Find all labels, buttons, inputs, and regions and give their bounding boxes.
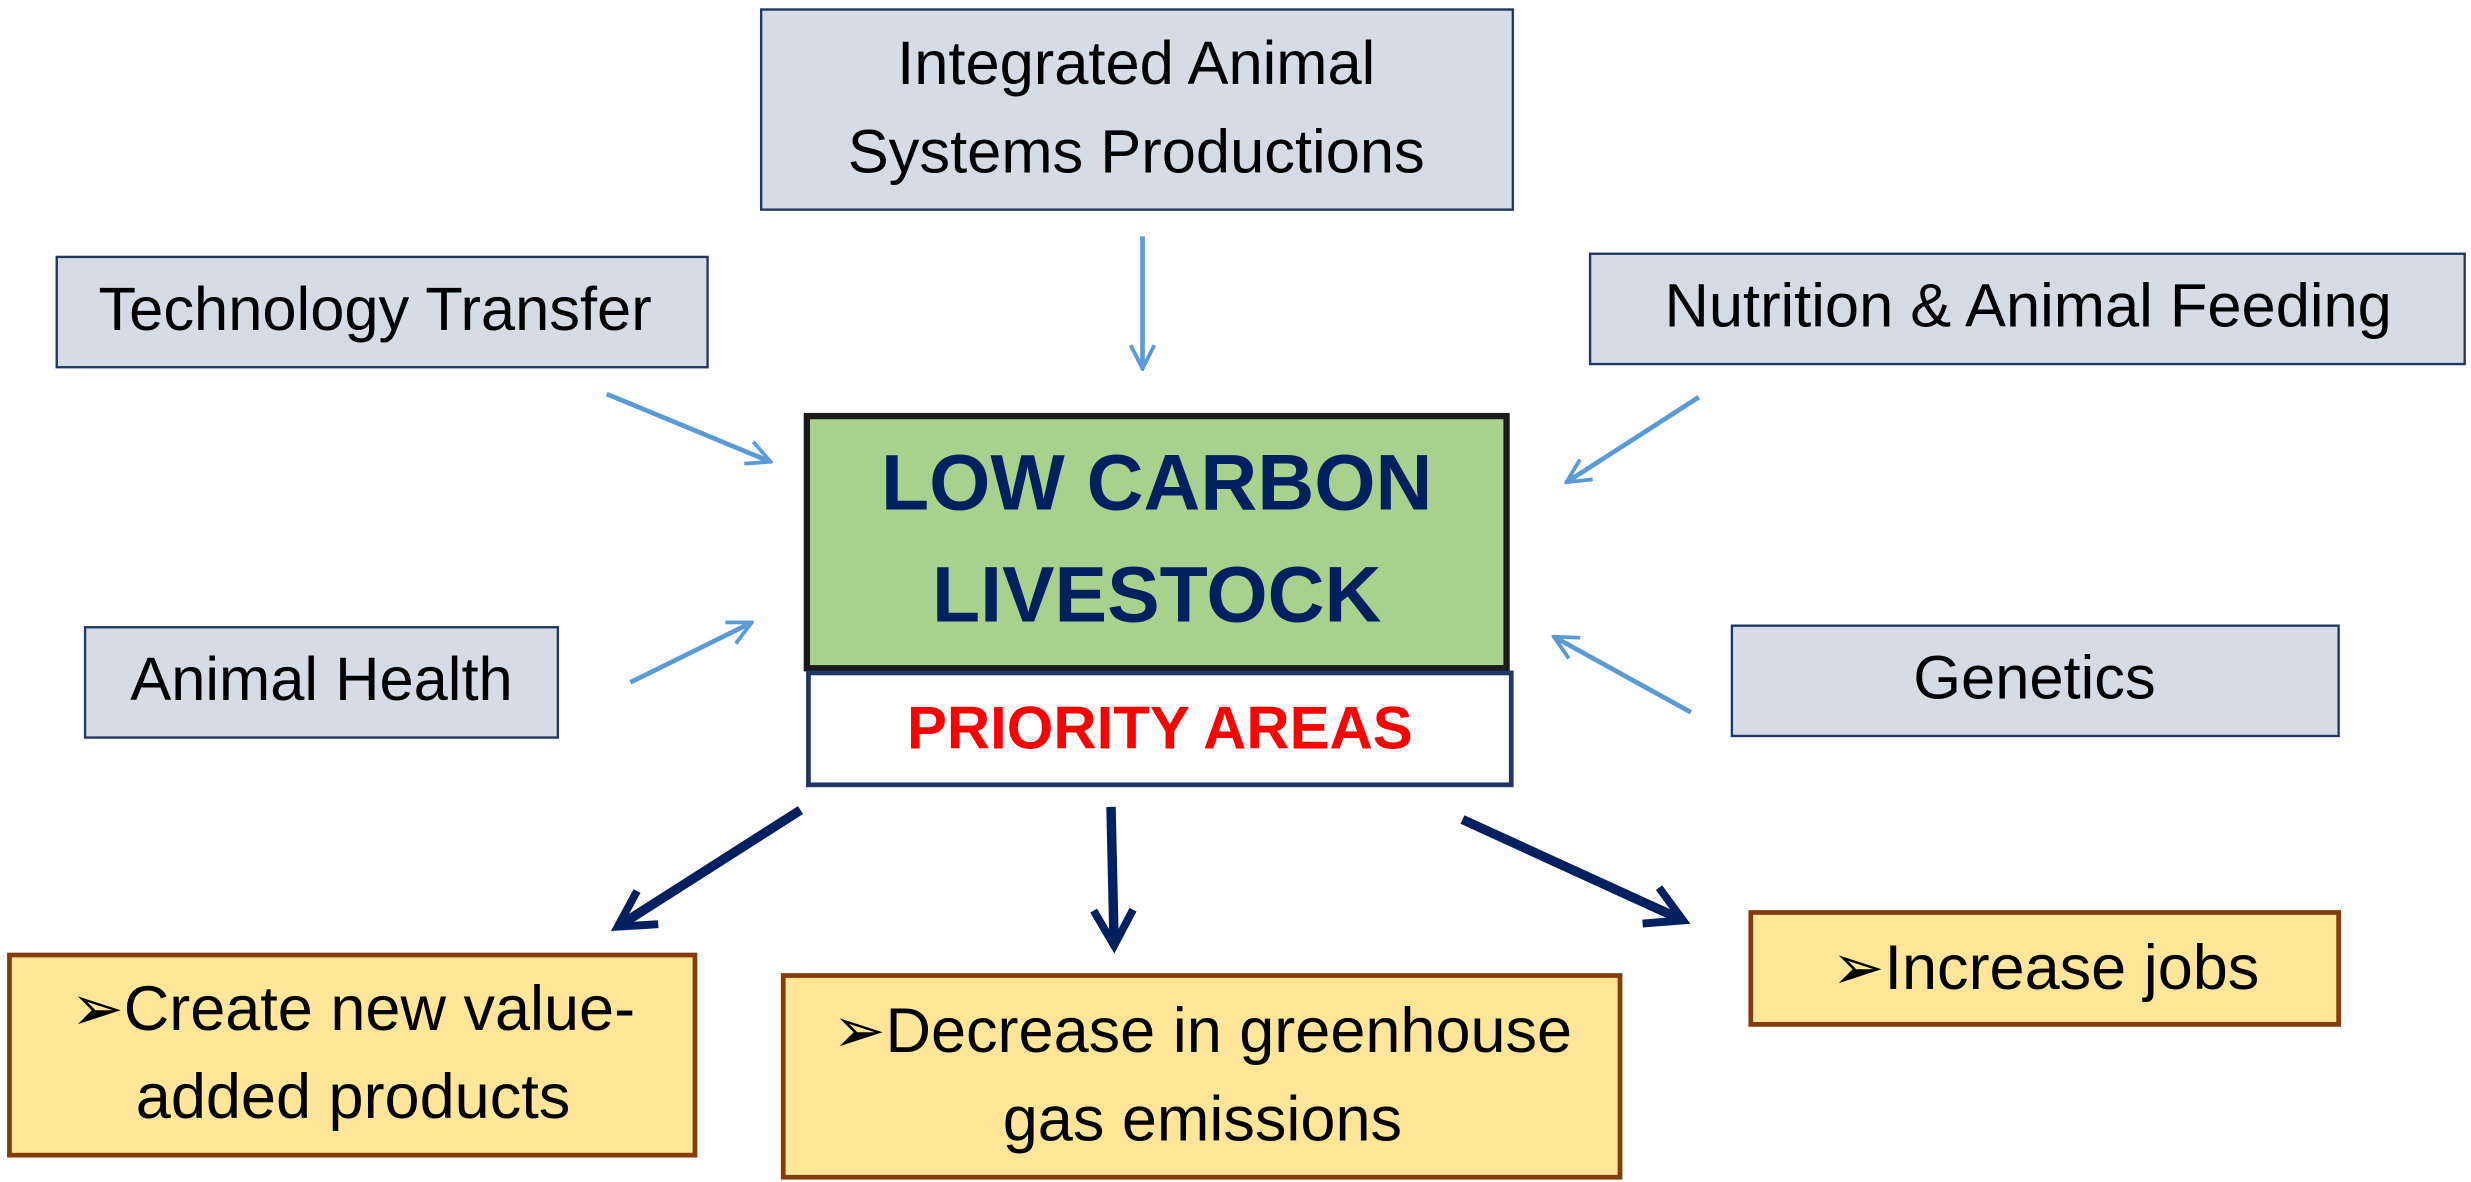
input-label: Nutrition & Animal Feeding [1664,272,2391,341]
input-label: Genetics [1913,644,2155,713]
output-box [7,952,698,1158]
input-label: Animal Health [130,645,512,714]
arrow [618,806,804,927]
input-box [1730,624,2340,738]
arrow [629,620,751,685]
input-box [1588,252,2466,366]
output-label: ➢Increase jobs [1832,933,2260,1003]
output-box [1748,910,2341,1027]
center-subtitle: PRIORITY AREAS [907,695,1413,762]
center-title: LIVESTOCK [932,550,1382,638]
arrow [1111,806,1114,946]
output-label: gas emissions [1003,1084,1402,1154]
output-box [780,973,1623,1180]
input-box [83,626,560,739]
arrow [1460,815,1683,921]
output-label: added products [136,1062,570,1132]
arrow [1554,634,1693,715]
arrow [605,391,771,462]
input-label: Integrated Animal [897,29,1375,98]
input-label: Systems Productions [848,117,1425,186]
center-box [803,412,1510,672]
input-box [55,255,709,369]
output-label: ➢Decrease in greenhouse [833,996,1572,1066]
input-box [759,8,1515,211]
subtitle-box [806,670,1514,788]
arrow [1566,395,1701,482]
output-label: ➢Create new value- [71,974,635,1044]
center-title: LOW CARBON [881,438,1432,526]
input-label: Technology Transfer [98,275,651,344]
